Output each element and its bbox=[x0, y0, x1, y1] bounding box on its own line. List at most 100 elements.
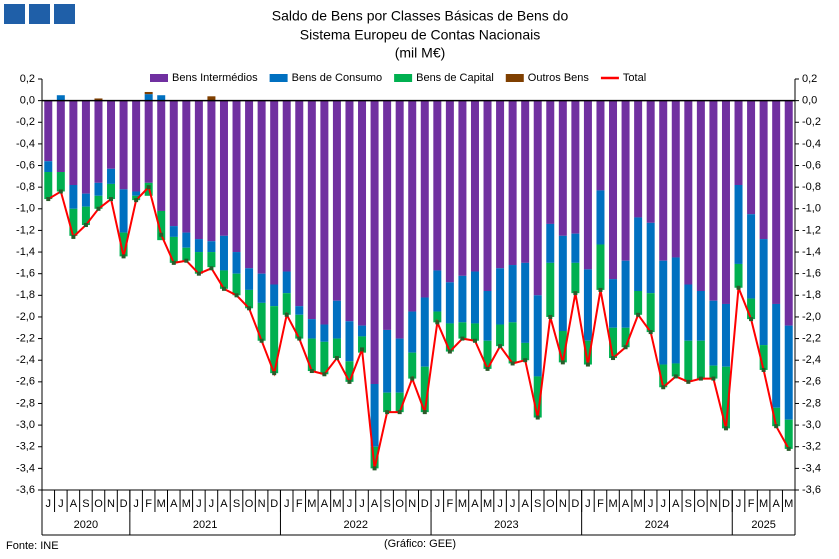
total-marker bbox=[134, 198, 139, 203]
bar-segment bbox=[144, 100, 153, 183]
y-tick-label: -3,0 bbox=[16, 419, 35, 431]
total-marker bbox=[146, 185, 151, 190]
bar-segment bbox=[207, 252, 216, 268]
bar-segment bbox=[307, 338, 316, 372]
bar-segment bbox=[295, 314, 304, 339]
bar-segment bbox=[671, 363, 680, 377]
year-label: 2024 bbox=[645, 519, 669, 531]
y2-tick-label: -0,6 bbox=[802, 159, 821, 171]
total-marker bbox=[736, 285, 741, 290]
bar-segment bbox=[207, 241, 216, 253]
bar-segment bbox=[583, 340, 592, 365]
bar-segment bbox=[734, 184, 743, 264]
bar-segment bbox=[784, 419, 793, 449]
bar-segment bbox=[182, 247, 191, 261]
y-tick-label: -1,6 bbox=[16, 268, 35, 280]
total-marker bbox=[636, 312, 641, 317]
bar-segment bbox=[470, 271, 479, 324]
bar-segment bbox=[94, 98, 103, 101]
bar-segment bbox=[458, 275, 467, 323]
bar-segment bbox=[182, 232, 191, 248]
bar-segment bbox=[270, 284, 279, 307]
bar-segment bbox=[144, 94, 153, 101]
bar-segment bbox=[621, 327, 630, 348]
bar-segment bbox=[483, 100, 492, 291]
total-marker bbox=[58, 189, 63, 194]
bar-segment bbox=[332, 338, 341, 359]
bar-segment bbox=[583, 269, 592, 341]
bar-segment bbox=[609, 279, 618, 328]
bar-segment bbox=[270, 306, 279, 374]
x-tick-label: A bbox=[170, 498, 178, 510]
bar-segment bbox=[119, 232, 128, 257]
x-tick-label: F bbox=[296, 498, 303, 510]
bar-segment bbox=[132, 195, 141, 201]
year-label: 2021 bbox=[193, 519, 217, 531]
bar-segment bbox=[784, 325, 793, 420]
total-marker bbox=[472, 338, 477, 343]
y-tick-label: -3,6 bbox=[16, 484, 35, 496]
x-tick-label: J bbox=[58, 498, 64, 510]
bar-segment bbox=[571, 262, 580, 294]
bar-segment bbox=[759, 100, 768, 240]
total-marker bbox=[711, 376, 716, 381]
bar-segment bbox=[684, 284, 693, 341]
total-marker bbox=[485, 366, 490, 371]
bar-segment bbox=[747, 214, 756, 299]
x-tick-label: D bbox=[722, 498, 730, 510]
bar-segment bbox=[458, 322, 467, 339]
x-tick-label: D bbox=[421, 498, 429, 510]
bar-segment bbox=[734, 100, 743, 185]
total-marker bbox=[196, 271, 201, 276]
logo-block bbox=[4, 4, 25, 24]
legend-label: Outros Bens bbox=[528, 72, 590, 84]
total-marker bbox=[284, 312, 289, 317]
x-tick-label: F bbox=[145, 498, 152, 510]
bar-segment bbox=[408, 311, 417, 353]
x-tick-label: F bbox=[597, 498, 604, 510]
source: Fonte: INE bbox=[6, 540, 59, 552]
bar-segment bbox=[56, 100, 65, 173]
bar-segment bbox=[596, 190, 605, 245]
y2-tick-label: -0,2 bbox=[802, 116, 821, 128]
bar-segment bbox=[483, 340, 492, 369]
total-marker bbox=[560, 360, 565, 365]
bar-segment bbox=[307, 100, 316, 320]
bar-segment bbox=[433, 270, 442, 312]
total-marker bbox=[410, 376, 415, 381]
x-tick-label: J bbox=[736, 498, 742, 510]
bar-segment bbox=[44, 172, 53, 200]
bar-segment bbox=[558, 235, 567, 332]
bar-segment bbox=[358, 100, 367, 326]
bar-segment bbox=[772, 303, 781, 408]
bar-segment bbox=[709, 300, 718, 366]
total-marker bbox=[71, 234, 76, 239]
x-tick-label: A bbox=[371, 498, 379, 510]
total-marker bbox=[435, 320, 440, 325]
bar-segment bbox=[282, 271, 291, 294]
bar-segment bbox=[320, 100, 329, 325]
y2-tick-label: -1,0 bbox=[802, 203, 821, 215]
bar-segment bbox=[69, 100, 78, 185]
bar-segment bbox=[646, 222, 655, 294]
y2-tick-label: -3,4 bbox=[802, 462, 821, 474]
bar-segment bbox=[132, 100, 141, 192]
y-tick-label: -0,8 bbox=[16, 181, 35, 193]
bar-segment bbox=[182, 100, 191, 233]
bar-segment bbox=[157, 100, 166, 211]
bar-segment bbox=[558, 100, 567, 236]
bar-segment bbox=[257, 302, 266, 341]
y-tick-label: 0,0 bbox=[20, 95, 35, 107]
x-tick-label: N bbox=[559, 498, 567, 510]
bar-segment bbox=[69, 184, 78, 209]
x-tick-label: J bbox=[284, 498, 290, 510]
y2-tick-label: -1,8 bbox=[802, 289, 821, 301]
bar-segment bbox=[119, 189, 128, 233]
bar-segment bbox=[772, 100, 781, 304]
bar-segment bbox=[282, 293, 291, 315]
bar-segment bbox=[370, 100, 379, 385]
y2-tick-label: 0,0 bbox=[802, 95, 817, 107]
x-tick-label: S bbox=[534, 498, 541, 510]
bar-segment bbox=[721, 366, 730, 429]
x-tick-label: M bbox=[608, 498, 617, 510]
